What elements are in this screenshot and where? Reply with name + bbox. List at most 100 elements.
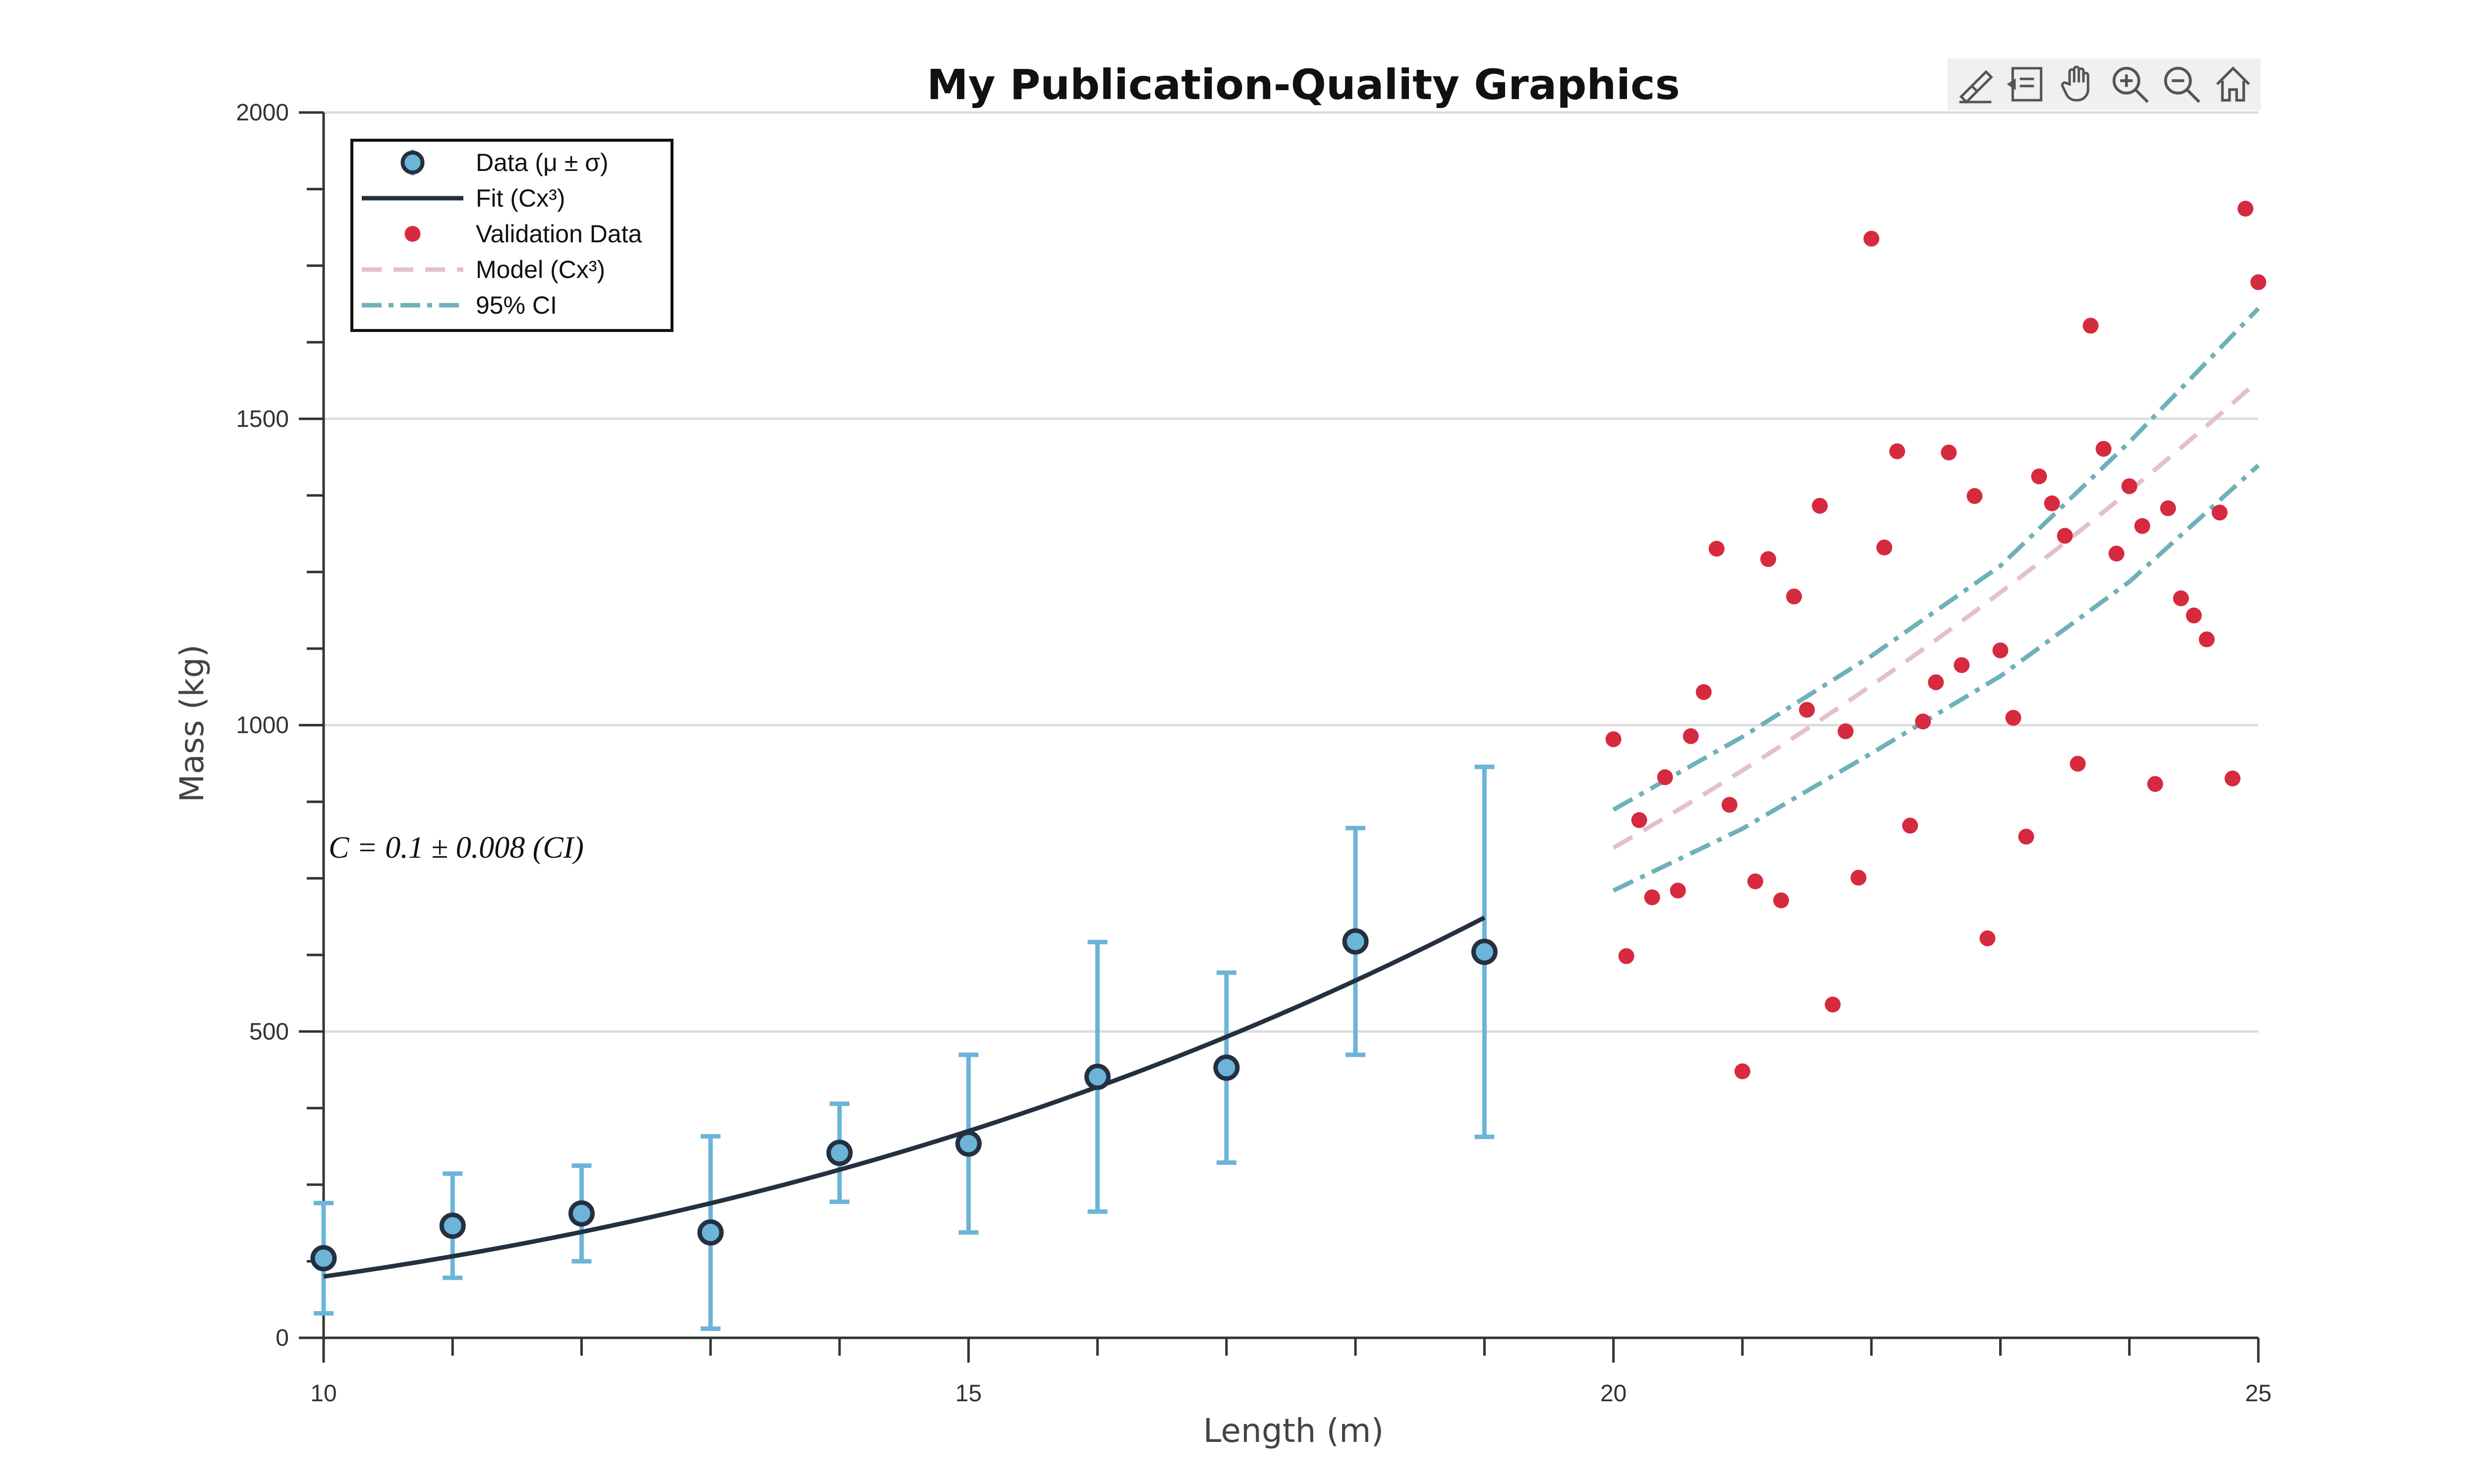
- validation-point: [1812, 497, 1828, 514]
- y-tick-label: 1500: [236, 406, 289, 432]
- validation-point: [1889, 443, 1905, 459]
- validation-point: [2108, 546, 2125, 562]
- validation-point: [1902, 818, 1918, 834]
- x-tick-label: 25: [2245, 1380, 2271, 1407]
- y-tick-label: 1000: [236, 713, 289, 739]
- validation-point: [2224, 770, 2241, 787]
- legend-label: Validation Data: [476, 220, 642, 248]
- y-tick-label: 0: [276, 1325, 289, 1351]
- ci-lower-line: [1612, 463, 2260, 893]
- validation-point: [1850, 870, 1867, 886]
- validation-point: [2057, 528, 2073, 544]
- validation-point: [1966, 488, 1983, 504]
- data-point: [955, 1130, 982, 1157]
- validation-point: [1954, 657, 1970, 673]
- validation-point: [1721, 797, 1737, 813]
- data-point: [826, 1140, 853, 1166]
- validation-point: [2198, 631, 2215, 648]
- validation-point: [1657, 769, 1673, 785]
- legend-label: Fit (Cx³): [476, 184, 565, 212]
- validation-point: [1786, 588, 1802, 605]
- fit-line: [323, 915, 1486, 1279]
- ci-upper-line: [1612, 307, 2260, 812]
- axes: 0 500 1000 1500 2000 10 15 20 25: [236, 100, 2271, 1407]
- validation-point: [2147, 776, 2163, 792]
- validation-point: [1928, 674, 1944, 690]
- data-point: [310, 1245, 337, 1271]
- home-icon: [2216, 66, 2250, 102]
- validation-point: [1838, 723, 1854, 739]
- validation-point: [1682, 728, 1699, 744]
- legend-validation-marker: [404, 226, 421, 242]
- zoom-out-icon: [2164, 66, 2200, 103]
- pan-hand-icon: [2061, 65, 2089, 102]
- validation-point: [2160, 500, 2176, 516]
- validation-point: [1876, 539, 1893, 555]
- validation-point: [2095, 440, 2112, 457]
- validation-point: [2044, 495, 2060, 511]
- data-point: [439, 1212, 466, 1239]
- validation-point: [1979, 930, 1996, 946]
- home-button[interactable]: [2208, 59, 2258, 109]
- validation-point: [2237, 201, 2253, 217]
- validation-point: [2018, 828, 2034, 845]
- legend-label: Data (μ ± σ): [476, 149, 609, 176]
- plot-area: [310, 201, 2266, 1331]
- validation-point: [1863, 230, 1880, 247]
- validation-point: [2005, 710, 2021, 726]
- validation-point: [2070, 756, 2086, 772]
- validation-point: [2121, 478, 2137, 495]
- fit-annotation: C = 0.1 ± 0.008 (CI): [329, 831, 584, 865]
- figure-toolbar: [1948, 58, 2261, 110]
- edit-brush-icon: [1959, 70, 1993, 104]
- validation-point: [1618, 948, 1634, 964]
- validation-point: [1605, 731, 1622, 747]
- validation-point: [1644, 889, 1660, 905]
- legend-label: 95% CI: [476, 291, 557, 319]
- x-tick-label: 15: [955, 1380, 982, 1407]
- validation-point: [1941, 444, 1957, 461]
- data-cursor-button[interactable]: [2002, 59, 2052, 109]
- validation-point: [2185, 607, 2202, 624]
- validation-point: [1695, 684, 1712, 700]
- data-point: [1213, 1054, 1240, 1081]
- validation-point: [2211, 504, 2228, 521]
- pan-button[interactable]: [2054, 59, 2103, 109]
- legend-label: Model (Cx³): [476, 256, 605, 283]
- data-point: [568, 1200, 595, 1227]
- y-tick-label: 2000: [236, 100, 289, 126]
- validation-point: [2173, 590, 2189, 606]
- validation-point: [1915, 714, 1931, 730]
- data-point: [1342, 928, 1369, 955]
- validation-point: [1992, 642, 2009, 659]
- model-line: [1612, 379, 2260, 850]
- zoom-in-icon: [2112, 66, 2149, 103]
- validation-point: [1760, 551, 1776, 567]
- validation-point: [2250, 274, 2266, 290]
- data-point: [1471, 938, 1498, 965]
- validation-point: [1670, 882, 1686, 899]
- zoom-in-button[interactable]: [2105, 59, 2155, 109]
- data-point: [1084, 1063, 1111, 1090]
- legend: Data (μ ± σ) Fit (Cx³) Validation Data Mode…: [350, 139, 673, 332]
- validation-point: [1825, 996, 1841, 1013]
- data-cursor-icon: [2007, 67, 2043, 102]
- edit-brush-button[interactable]: [1951, 59, 2000, 109]
- validation-point: [2134, 518, 2150, 534]
- validation-point: [2082, 318, 2099, 334]
- data-point: [697, 1219, 724, 1246]
- chart-title: My Publication-Quality Graphics: [927, 60, 1680, 109]
- validation-point: [1708, 541, 1725, 557]
- validation-point: [1799, 702, 1815, 718]
- y-tick-label: 500: [249, 1019, 289, 1045]
- x-axis-label: Length (m): [1203, 1412, 1384, 1450]
- zoom-out-button[interactable]: [2157, 59, 2206, 109]
- validation-point: [1747, 873, 1763, 889]
- validation-point: [1631, 812, 1647, 828]
- legend-data-marker: [400, 151, 425, 174]
- x-tick-label: 10: [310, 1380, 336, 1407]
- grid: [324, 111, 2258, 1033]
- validation-point: [1734, 1063, 1750, 1080]
- validation-point: [2031, 468, 2047, 485]
